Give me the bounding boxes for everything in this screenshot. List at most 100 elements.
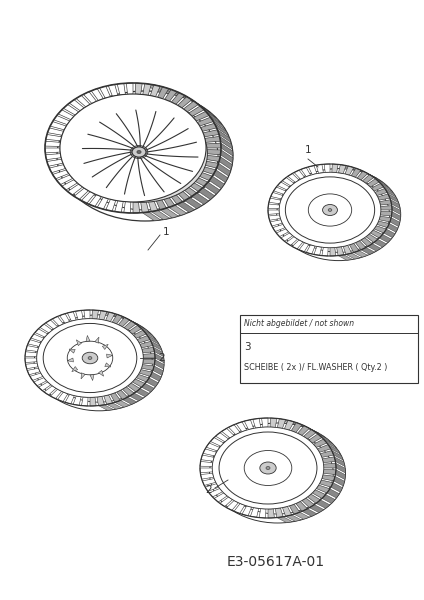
- Polygon shape: [316, 164, 324, 173]
- Polygon shape: [138, 325, 151, 334]
- Polygon shape: [296, 502, 307, 511]
- Polygon shape: [355, 241, 366, 250]
- Polygon shape: [366, 234, 378, 242]
- Polygon shape: [332, 164, 338, 173]
- Polygon shape: [198, 188, 215, 199]
- Polygon shape: [143, 359, 155, 364]
- Polygon shape: [130, 393, 143, 401]
- Polygon shape: [367, 179, 379, 187]
- Polygon shape: [205, 484, 219, 491]
- Polygon shape: [142, 383, 154, 392]
- Polygon shape: [137, 335, 150, 343]
- Polygon shape: [276, 229, 289, 236]
- Polygon shape: [117, 314, 131, 321]
- Polygon shape: [163, 87, 181, 97]
- Ellipse shape: [260, 462, 276, 474]
- Polygon shape: [242, 506, 251, 516]
- Polygon shape: [25, 358, 37, 362]
- Polygon shape: [288, 420, 304, 427]
- Polygon shape: [136, 389, 149, 397]
- Polygon shape: [363, 171, 377, 178]
- Polygon shape: [338, 164, 346, 173]
- Polygon shape: [286, 236, 298, 245]
- Polygon shape: [311, 430, 326, 437]
- Polygon shape: [363, 175, 374, 184]
- Polygon shape: [379, 235, 391, 242]
- Polygon shape: [317, 445, 331, 452]
- Polygon shape: [215, 124, 229, 136]
- Polygon shape: [185, 197, 202, 209]
- Polygon shape: [40, 324, 52, 333]
- Polygon shape: [320, 451, 334, 457]
- Polygon shape: [343, 245, 351, 254]
- Polygon shape: [45, 141, 60, 146]
- Polygon shape: [89, 195, 101, 206]
- Polygon shape: [112, 314, 123, 324]
- Polygon shape: [131, 321, 145, 329]
- Polygon shape: [346, 253, 360, 259]
- Polygon shape: [200, 166, 216, 175]
- Polygon shape: [302, 498, 314, 508]
- Polygon shape: [380, 184, 392, 191]
- Polygon shape: [269, 198, 281, 204]
- Polygon shape: [206, 112, 221, 124]
- Polygon shape: [192, 176, 208, 186]
- Polygon shape: [46, 320, 58, 329]
- Polygon shape: [125, 317, 139, 325]
- Polygon shape: [218, 130, 231, 142]
- Polygon shape: [327, 489, 339, 498]
- Polygon shape: [65, 394, 74, 404]
- Ellipse shape: [134, 148, 145, 156]
- Polygon shape: [25, 363, 38, 369]
- Polygon shape: [50, 389, 61, 398]
- Polygon shape: [160, 208, 179, 218]
- Polygon shape: [106, 354, 113, 358]
- Polygon shape: [136, 374, 149, 382]
- Polygon shape: [270, 418, 277, 427]
- Polygon shape: [336, 463, 346, 473]
- Polygon shape: [90, 374, 94, 380]
- Polygon shape: [222, 428, 234, 438]
- Polygon shape: [30, 373, 43, 380]
- Polygon shape: [197, 117, 213, 126]
- Polygon shape: [91, 89, 103, 101]
- Polygon shape: [187, 181, 203, 191]
- Polygon shape: [384, 229, 395, 238]
- Ellipse shape: [46, 323, 152, 402]
- Polygon shape: [388, 194, 399, 203]
- Polygon shape: [354, 251, 368, 257]
- Polygon shape: [356, 168, 370, 175]
- Polygon shape: [155, 353, 164, 363]
- Polygon shape: [371, 184, 384, 191]
- Polygon shape: [84, 310, 90, 319]
- Polygon shape: [337, 247, 344, 256]
- Ellipse shape: [209, 423, 346, 523]
- Polygon shape: [150, 85, 160, 97]
- Polygon shape: [53, 170, 69, 179]
- Polygon shape: [171, 89, 189, 100]
- Polygon shape: [203, 130, 219, 137]
- Polygon shape: [44, 386, 56, 395]
- Polygon shape: [324, 463, 336, 468]
- Polygon shape: [62, 180, 77, 190]
- Polygon shape: [75, 310, 83, 320]
- Polygon shape: [201, 473, 214, 479]
- Polygon shape: [142, 212, 161, 221]
- Polygon shape: [210, 117, 226, 130]
- Polygon shape: [285, 420, 294, 430]
- Polygon shape: [34, 377, 47, 386]
- Polygon shape: [117, 390, 128, 400]
- Ellipse shape: [222, 432, 333, 514]
- Polygon shape: [202, 479, 216, 485]
- Polygon shape: [282, 178, 294, 186]
- Polygon shape: [391, 212, 401, 221]
- Polygon shape: [110, 393, 120, 403]
- Polygon shape: [220, 136, 232, 149]
- Polygon shape: [370, 175, 382, 182]
- Polygon shape: [387, 224, 398, 232]
- Polygon shape: [194, 101, 210, 113]
- Polygon shape: [132, 379, 145, 387]
- Polygon shape: [206, 443, 220, 451]
- Polygon shape: [28, 340, 41, 346]
- Ellipse shape: [212, 427, 324, 509]
